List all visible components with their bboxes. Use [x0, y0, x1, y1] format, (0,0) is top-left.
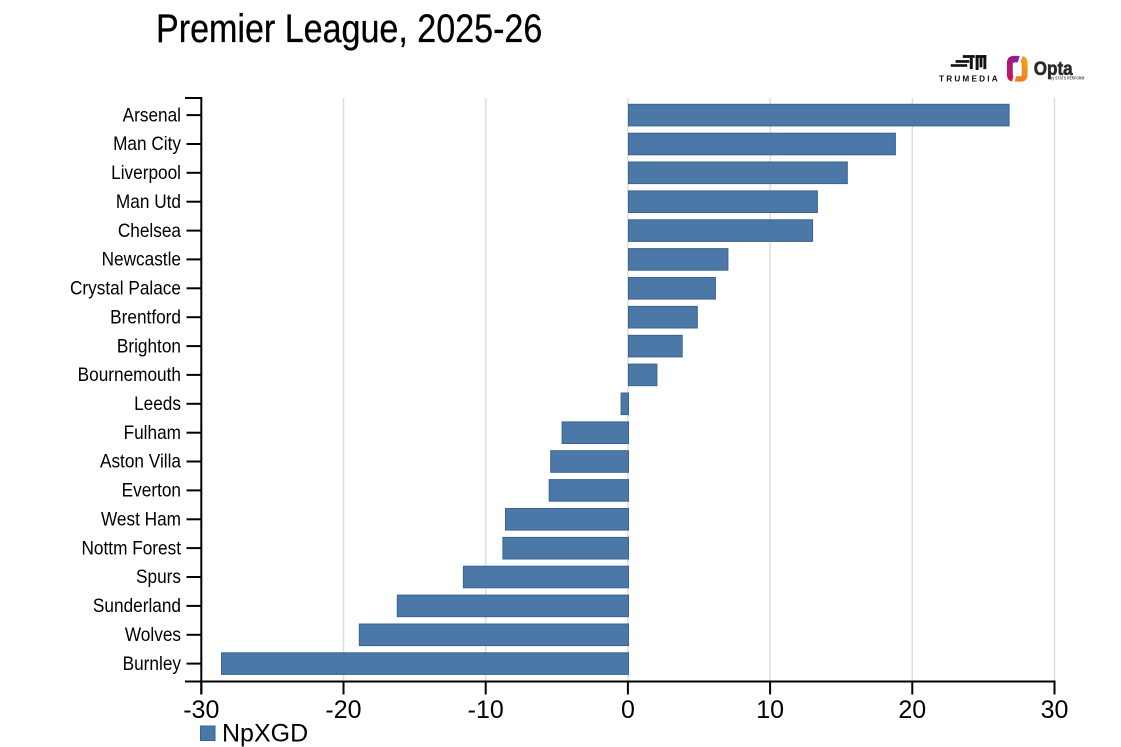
svg-text:Newcastle: Newcastle: [102, 247, 181, 269]
svg-text:Everton: Everton: [122, 478, 181, 500]
svg-text:Chelsea: Chelsea: [118, 219, 182, 241]
svg-text:TRUMEDIA: TRUMEDIA: [939, 75, 1000, 84]
svg-text:Crystal Palace: Crystal Palace: [70, 276, 181, 298]
svg-text:30: 30: [1041, 696, 1069, 724]
svg-text:Aston Villa: Aston Villa: [100, 450, 182, 472]
svg-text:0: 0: [621, 696, 635, 724]
svg-text:Spurs: Spurs: [136, 565, 181, 587]
svg-text:Premier League, 2025-26: Premier League, 2025-26: [156, 5, 542, 50]
svg-text:Arsenal: Arsenal: [123, 103, 181, 125]
svg-text:Brentford: Brentford: [110, 305, 181, 327]
svg-text:Sunderland: Sunderland: [93, 594, 181, 616]
svg-text:Leeds: Leeds: [134, 392, 181, 414]
svg-text:Fulham: Fulham: [124, 421, 181, 443]
svg-text:-20: -20: [325, 696, 361, 724]
svg-text:Man City: Man City: [113, 132, 182, 154]
svg-text:10: 10: [756, 696, 784, 724]
svg-text:-10: -10: [468, 696, 504, 724]
svg-text:Bournemouth: Bournemouth: [78, 363, 181, 385]
svg-text:Opta: Opta: [1034, 57, 1074, 79]
svg-text:Nottm Forest: Nottm Forest: [82, 536, 182, 558]
svg-text:20: 20: [898, 696, 926, 724]
svg-text:Liverpool: Liverpool: [111, 161, 181, 183]
svg-text:NpXGD: NpXGD: [222, 719, 308, 747]
svg-text:-30: -30: [183, 696, 219, 724]
svg-text:West Ham: West Ham: [101, 507, 181, 529]
svg-text:Wolves: Wolves: [125, 623, 181, 645]
svg-text:by STATS PERFORM: by STATS PERFORM: [1050, 76, 1084, 81]
svg-text:Man Utd: Man Utd: [116, 190, 181, 212]
svg-text:Brighton: Brighton: [117, 334, 181, 356]
svg-text:Burnley: Burnley: [123, 652, 182, 674]
